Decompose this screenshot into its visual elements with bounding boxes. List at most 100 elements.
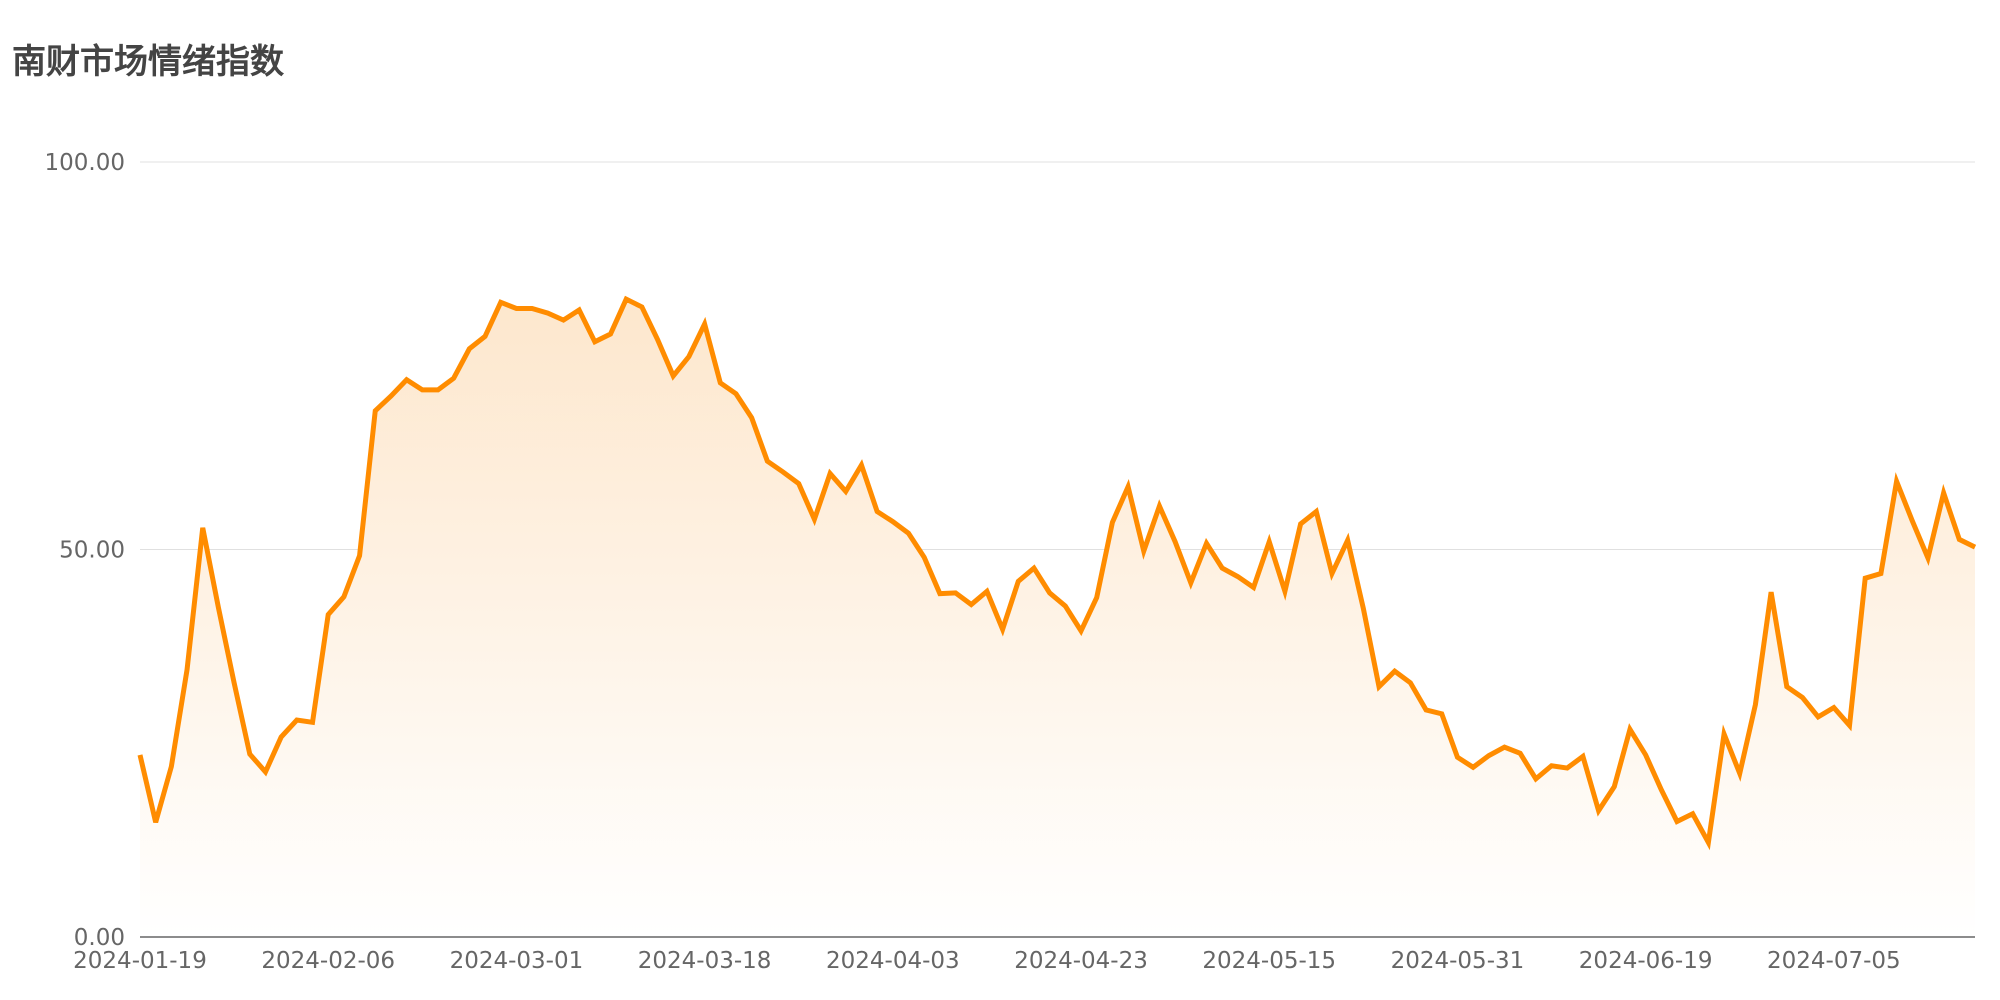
data-point xyxy=(623,296,629,302)
chart-title: 南财市场情绪指数 xyxy=(12,42,284,82)
data-point xyxy=(1643,752,1649,758)
data-point xyxy=(1062,603,1068,609)
data-point xyxy=(388,393,394,399)
data-point xyxy=(1925,555,1931,561)
data-point xyxy=(1000,626,1006,632)
data-point xyxy=(1705,839,1711,845)
data-point xyxy=(466,346,472,352)
x-tick-label: 2024-03-18 xyxy=(638,948,772,974)
data-point xyxy=(451,375,457,381)
data-point xyxy=(702,321,708,327)
data-point xyxy=(843,488,849,494)
data-point xyxy=(953,590,959,596)
x-tick-label: 2024-04-23 xyxy=(1014,948,1148,974)
x-tick-label: 2024-01-19 xyxy=(73,948,207,974)
x-tick-label: 2024-05-31 xyxy=(1391,948,1525,974)
data-point xyxy=(1596,808,1602,814)
data-point xyxy=(1721,731,1727,737)
data-point xyxy=(921,554,927,560)
data-point xyxy=(906,530,912,536)
data-point xyxy=(717,380,723,386)
data-point xyxy=(686,354,692,360)
y-tick-label: 100.00 xyxy=(45,150,125,176)
data-point xyxy=(1345,537,1351,543)
data-point xyxy=(1909,518,1915,524)
data-point xyxy=(435,387,441,393)
x-tick-label: 2024-06-19 xyxy=(1579,948,1713,974)
data-point xyxy=(498,299,504,305)
x-tick-label: 2024-04-03 xyxy=(826,948,960,974)
data-point xyxy=(1831,705,1837,711)
data-point xyxy=(1329,571,1335,577)
data-point xyxy=(1878,571,1884,577)
data-point xyxy=(608,331,614,337)
data-point xyxy=(968,602,974,608)
data-point xyxy=(1015,578,1021,584)
data-point xyxy=(341,594,347,600)
data-point xyxy=(137,752,143,758)
data-point xyxy=(874,509,880,515)
data-point xyxy=(168,764,174,770)
data-point xyxy=(764,458,770,464)
data-point xyxy=(310,719,316,725)
data-point xyxy=(200,525,206,531)
x-tick-label: 2024-03-01 xyxy=(450,948,584,974)
data-point xyxy=(1690,811,1696,817)
data-point xyxy=(811,516,817,522)
data-point xyxy=(529,305,535,311)
data-point xyxy=(796,481,802,487)
data-point xyxy=(1564,765,1570,771)
data-point xyxy=(1141,548,1147,554)
data-point xyxy=(937,591,943,597)
data-point xyxy=(215,605,221,611)
data-point xyxy=(1313,509,1319,515)
data-point xyxy=(1235,574,1241,580)
data-point xyxy=(1219,565,1225,571)
data-point xyxy=(1580,753,1586,759)
data-point xyxy=(153,819,159,825)
y-tick-label: 50.00 xyxy=(59,538,125,564)
data-point xyxy=(733,391,739,397)
data-point xyxy=(1486,753,1492,759)
data-point xyxy=(1549,763,1555,769)
data-point xyxy=(545,310,551,316)
data-point xyxy=(1407,680,1413,686)
data-point xyxy=(357,553,363,559)
x-tick-label: 2024-07-05 xyxy=(1767,948,1901,974)
data-point xyxy=(1752,702,1758,708)
x-tick-label: 2024-02-06 xyxy=(261,948,395,974)
data-point xyxy=(1266,539,1272,545)
data-point xyxy=(325,612,331,618)
data-point xyxy=(278,734,284,740)
data-point xyxy=(1188,580,1194,586)
series-line xyxy=(137,295,1977,851)
data-point xyxy=(858,462,864,468)
data-point xyxy=(749,415,755,421)
data-point xyxy=(592,339,598,345)
data-point xyxy=(1282,588,1288,594)
data-point xyxy=(1078,628,1084,634)
data-point xyxy=(1454,754,1460,760)
data-point xyxy=(419,387,425,393)
data-point xyxy=(1627,726,1633,732)
data-point xyxy=(1172,539,1178,545)
data-point xyxy=(1251,584,1257,590)
data-point xyxy=(1439,711,1445,717)
data-point xyxy=(560,317,566,323)
data-point xyxy=(294,717,300,723)
data-point xyxy=(576,307,582,313)
data-point xyxy=(1737,770,1743,776)
data-point xyxy=(780,469,786,475)
data-point xyxy=(1533,776,1539,782)
series-area-fill xyxy=(140,299,1975,937)
data-point xyxy=(1611,784,1617,790)
x-tick-label: 2024-05-15 xyxy=(1202,948,1336,974)
data-point xyxy=(890,519,896,525)
data-point xyxy=(984,588,990,594)
data-point xyxy=(1517,750,1523,756)
data-point xyxy=(1956,536,1962,542)
data-point xyxy=(1125,484,1131,490)
data-point xyxy=(1423,707,1429,713)
data-point xyxy=(1376,684,1382,690)
y-tick-label: 0.00 xyxy=(74,925,125,951)
